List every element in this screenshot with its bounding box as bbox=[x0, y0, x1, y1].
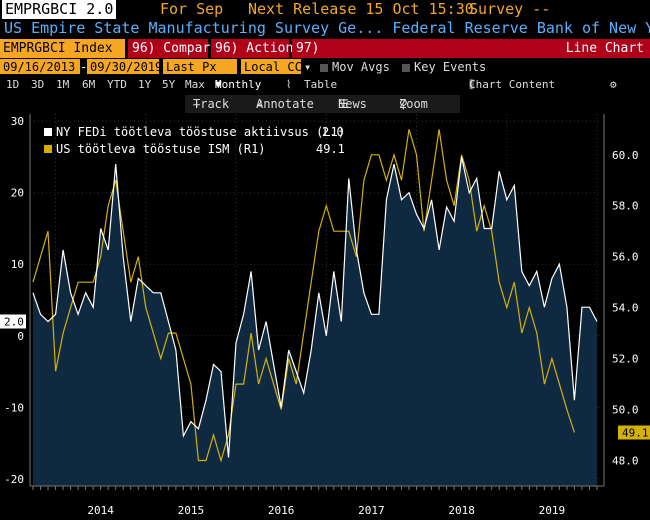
period-1y[interactable]: 1Y bbox=[138, 78, 152, 91]
period-6m[interactable]: 6M bbox=[82, 78, 96, 91]
index-field[interactable]: EMPRGBCI Index bbox=[0, 39, 125, 58]
news-icon: ☰ bbox=[338, 97, 349, 111]
legend-value-2: 49.1 bbox=[316, 142, 345, 156]
x-axis: 2014 2015 2016 2017 2018 2019 bbox=[30, 485, 604, 517]
price-field[interactable]: Last Px bbox=[163, 59, 237, 74]
table-button[interactable]: Table bbox=[304, 78, 338, 91]
date-separator: - bbox=[80, 60, 88, 74]
legend-value-1: 2.0 bbox=[322, 125, 344, 139]
period-max[interactable]: Max bbox=[185, 78, 205, 91]
end-date-field[interactable]: 09/30/2019 bbox=[87, 59, 162, 74]
right-tick-label: 48.0 bbox=[612, 455, 639, 468]
pencil-icon: ∠ bbox=[256, 97, 264, 111]
crosshair-icon: ✛ bbox=[193, 97, 201, 111]
legend-swatch-2 bbox=[44, 145, 52, 153]
chart-icon[interactable]: ⌇ bbox=[286, 78, 292, 91]
last-value-right-label: 49.1 bbox=[618, 425, 650, 440]
chart-icon: ⫼ bbox=[469, 78, 475, 91]
header-row: EMPRGBCI 2.0 For Sep Next Release 15 Oct… bbox=[0, 0, 650, 19]
controls-row: 09/16/2013 - 09/30/2019 Last Px Local CC… bbox=[0, 59, 650, 75]
x-tick-label: 2018 bbox=[448, 504, 475, 517]
series-1-area bbox=[33, 156, 597, 486]
x-tick-label: 2014 bbox=[87, 504, 114, 517]
legend-label-1: NY FEDi töötleva tööstuse aktiivsus (L1) bbox=[56, 125, 345, 139]
right-tick-label: 60.0 bbox=[612, 149, 639, 162]
mov-avgs-toggle[interactable]: Mov Avgs bbox=[320, 59, 390, 75]
period-row: 1D 3D 1M 6M YTD 1Y 5Y Max Monthly ▼ ⌇ Ta… bbox=[6, 78, 617, 91]
left-tick-label: 20 bbox=[11, 187, 24, 200]
key-events-toggle[interactable]: Key Events bbox=[402, 59, 486, 75]
legend-swatch-1 bbox=[44, 128, 52, 136]
line-chart[interactable]: 30 20 10 0 -10 -20 60.0 58.0 56.0 54.0 52.0 50.0 48… bbox=[0, 114, 650, 520]
x-tick-label: 2015 bbox=[178, 504, 205, 517]
series-2-line[interactable] bbox=[32, 129, 575, 463]
period-5y[interactable]: 5Y bbox=[162, 78, 176, 91]
svg-text:2.0: 2.0 bbox=[4, 316, 24, 329]
x-tick-label: 2016 bbox=[268, 504, 295, 517]
next-release-label: Next Release 15 Oct 15:30 bbox=[248, 0, 474, 18]
right-tick-label: 58.0 bbox=[612, 200, 639, 213]
legend-label-2: US töötleva tööstuse ISM (R1) bbox=[56, 142, 266, 156]
actions-button[interactable]: 96) Actions ▾ bbox=[211, 39, 317, 58]
survey-label: Survey -- bbox=[469, 0, 551, 18]
security-description: US Empire State Manufacturing Survey Ge.… bbox=[4, 19, 650, 37]
right-axis: 60.0 58.0 56.0 54.0 52.0 50.0 48.0 bbox=[603, 114, 639, 486]
period-1m[interactable]: 1M bbox=[56, 78, 70, 91]
svg-text:49.1: 49.1 bbox=[622, 427, 649, 440]
ticker-label: EMPRGBCI 2.0 bbox=[2, 0, 117, 19]
left-tick-label: -10 bbox=[4, 401, 24, 414]
x-tick-label: 2017 bbox=[358, 504, 385, 517]
tools-row: ✛ Track ∠ Annotate ☰ News ⚲ Zoom bbox=[0, 94, 650, 114]
left-tick-label: 0 bbox=[17, 330, 24, 343]
legend: NY FEDi töötleva tööstuse aktiivsus (L1)… bbox=[44, 125, 345, 156]
period-1d[interactable]: 1D bbox=[6, 78, 20, 91]
tools-bar bbox=[185, 95, 460, 113]
period-ytd[interactable]: YTD bbox=[107, 78, 127, 91]
period-3d[interactable]: 3D bbox=[31, 78, 45, 91]
caret-down-icon: ▼ bbox=[215, 78, 222, 91]
left-axis: 30 20 10 0 -10 -20 bbox=[4, 114, 31, 486]
last-value-left-label: 2.0 bbox=[0, 314, 26, 329]
left-tick-label: 10 bbox=[11, 258, 24, 271]
checkbox-icon bbox=[320, 63, 328, 72]
toolbar: EMPRGBCI Index 96) Compare 96) Actions ▾… bbox=[0, 39, 650, 58]
checkbox-icon bbox=[402, 63, 410, 72]
left-tick-label: 30 bbox=[11, 115, 24, 128]
x-tick-label: 2019 bbox=[539, 504, 566, 517]
period-label: For Sep bbox=[160, 0, 224, 18]
left-tick-label: -20 bbox=[4, 473, 24, 486]
caret-down-icon[interactable]: ▾ bbox=[304, 60, 312, 74]
series-1-line[interactable] bbox=[32, 156, 598, 458]
magnifier-icon: ⚲ bbox=[399, 97, 408, 111]
right-tick-label: 50.0 bbox=[612, 404, 639, 417]
start-date-field[interactable]: 09/16/2013 bbox=[0, 59, 80, 74]
gear-icon[interactable]: ⚙ bbox=[610, 78, 617, 91]
right-tick-label: 52.0 bbox=[612, 353, 639, 366]
chart-type-button[interactable]: Line Chart bbox=[320, 39, 650, 58]
compare-button[interactable]: 96) Compare bbox=[128, 39, 218, 58]
right-tick-label: 54.0 bbox=[612, 302, 639, 315]
right-tick-label: 56.0 bbox=[612, 251, 639, 264]
currency-field[interactable]: Local CCY bbox=[241, 59, 309, 74]
